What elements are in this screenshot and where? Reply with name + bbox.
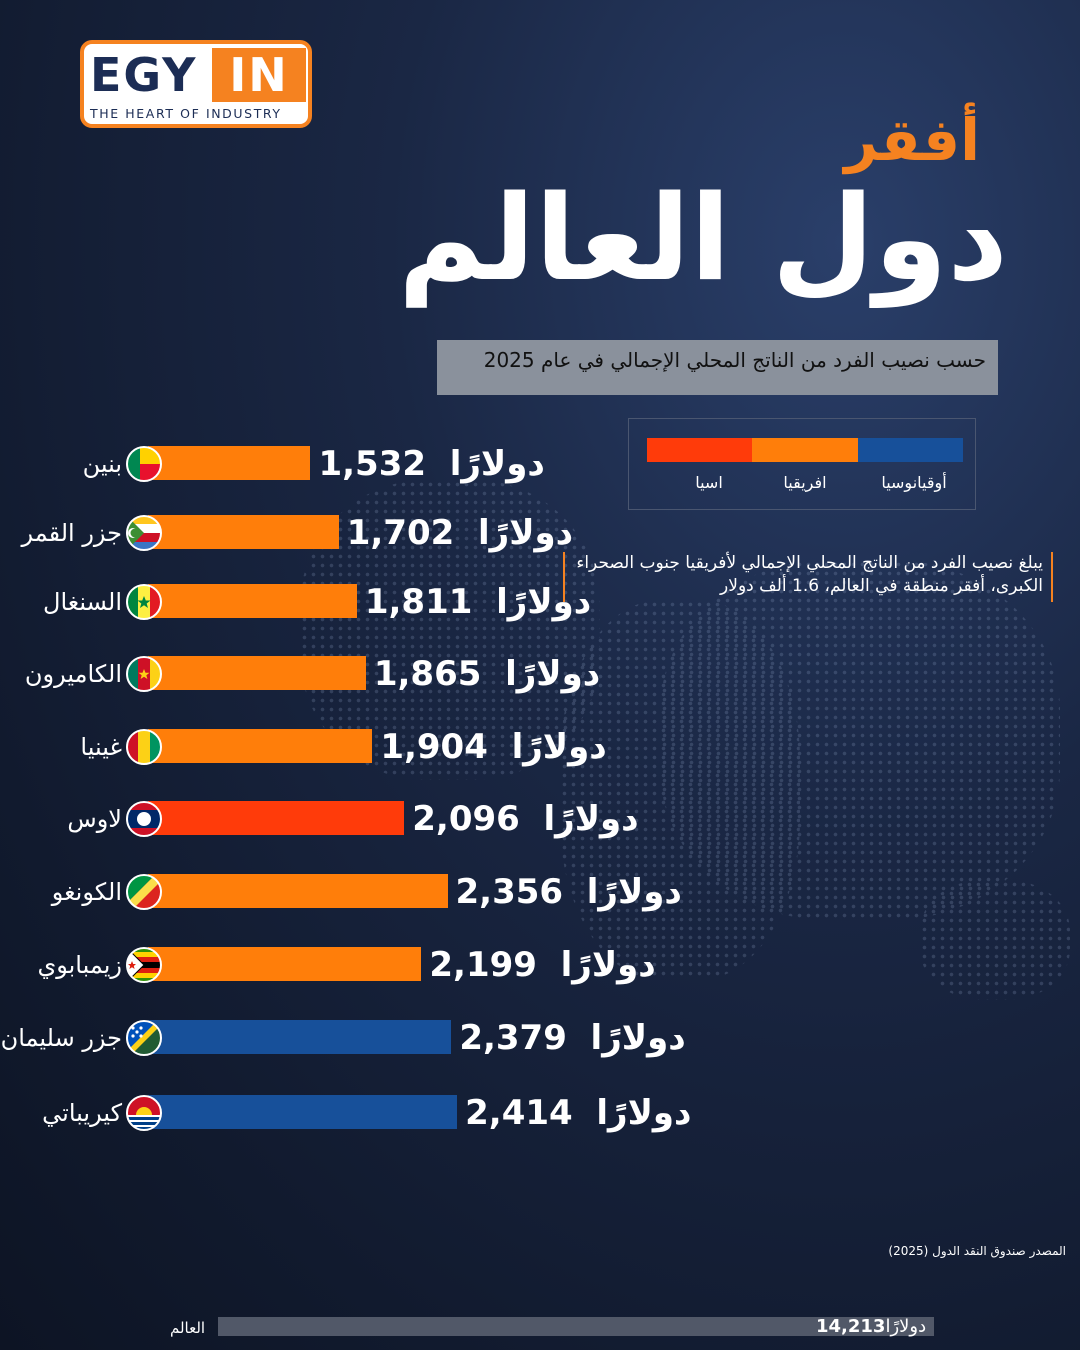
bar-value-number: 1,532 <box>318 444 427 484</box>
bar-value-number: 2,379 <box>459 1018 567 1058</box>
title-small: أفقر <box>844 106 980 174</box>
world-map-texture <box>920 880 1070 1000</box>
country-label: غينيا <box>80 733 122 761</box>
country-label: الكونغو <box>51 878 122 906</box>
world-value-unit: دولارًا <box>885 1316 927 1337</box>
bar-0 <box>148 446 311 480</box>
laos-flag-icon <box>126 801 162 837</box>
senegal-flag-icon <box>126 584 162 620</box>
legend-swatch-africa <box>752 438 858 462</box>
country-label: السنغال <box>43 588 122 616</box>
world-map-texture <box>300 480 600 780</box>
country-label: بنين <box>82 450 122 478</box>
bar-value-number: 2,199 <box>429 945 537 985</box>
bar-5 <box>148 801 405 835</box>
bar-value-label: 2,379 دولارًا <box>459 1016 697 1060</box>
legend-swatch-oceania <box>858 438 963 462</box>
legend-swatch-asia <box>647 438 752 462</box>
comoros-flag-icon <box>126 515 162 551</box>
logo-wordmark-right: IN <box>212 48 306 102</box>
world-reference-bar <box>218 1317 934 1336</box>
guinea-flag-icon <box>126 729 162 765</box>
bar-value-number: 2,356 <box>455 872 564 912</box>
brand-logo: EGY IN THE HEART OF INDUSTRY <box>80 40 312 128</box>
benin-flag-icon <box>126 446 162 482</box>
subtitle: حسب نصيب الفرد من الناتج المحلي الإجمالي… <box>437 340 998 395</box>
bar-7 <box>148 947 422 981</box>
bar-6 <box>148 874 448 908</box>
logo-tagline: THE HEART OF INDUSTRY <box>90 106 282 121</box>
congo-flag-icon <box>126 874 162 910</box>
bar-value-label: 2,414 دولارًا <box>465 1091 703 1135</box>
country-label: جزر سليمان <box>0 1024 122 1052</box>
country-label: لاوس <box>67 805 122 833</box>
legend: اسيا افريقيا أوقيانوسيا <box>628 418 976 510</box>
world-value-number: 14,213 <box>816 1316 886 1337</box>
country-label: زيمبابوي <box>37 951 122 979</box>
source-note: المصدر صندوق النقد الدول (2025) <box>888 1244 1066 1258</box>
bar-9 <box>148 1095 458 1129</box>
bar-value-number: 2,096 <box>412 799 520 839</box>
logo-wordmark-left: EGY <box>90 48 198 102</box>
bar-value-unit: دولارًا <box>449 444 545 484</box>
bar-value-unit: دولارًا <box>590 1018 686 1058</box>
solomon-islands-flag-icon <box>126 1020 162 1056</box>
kiribati-flag-icon <box>126 1095 162 1131</box>
bar-value-unit: دولارًا <box>596 1093 692 1133</box>
country-label: كيريباتي <box>42 1099 122 1127</box>
zimbabwe-flag-icon <box>126 947 162 983</box>
page-title: دول العالم <box>398 169 1008 307</box>
cameroon-flag-icon <box>126 656 162 692</box>
region-note: يبلغ نصيب الفرد من الناتج المحلي الإجمال… <box>563 552 1053 602</box>
bar-1 <box>148 515 339 549</box>
country-label: جزر القمر <box>21 519 122 547</box>
legend-label-oceania: أوقيانوسيا <box>881 473 947 492</box>
world-map-texture <box>560 600 800 980</box>
bar-8 <box>148 1020 452 1054</box>
world-reference-value: 14,213دولارًا <box>816 1315 932 1339</box>
world-map-texture <box>660 560 1060 920</box>
legend-label-africa: افريقيا <box>783 473 827 492</box>
legend-label-asia: اسيا <box>695 473 723 492</box>
world-reference-label: العالم <box>170 1319 206 1337</box>
country-label: الكاميرون <box>24 660 122 688</box>
bar-value-number: 2,414 <box>465 1093 573 1133</box>
